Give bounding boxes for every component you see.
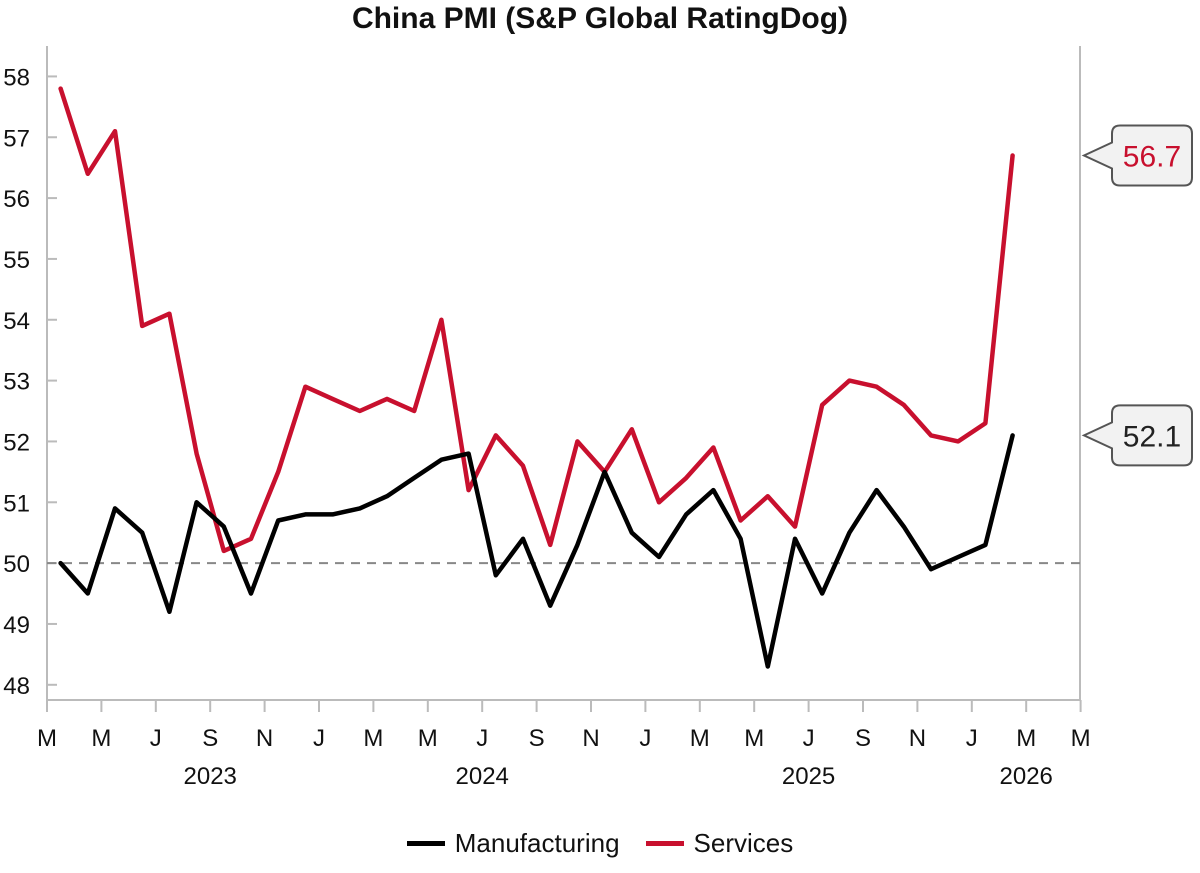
year-label: 2026 (1000, 763, 1053, 790)
series-line-services (58, 86, 1015, 554)
x-tick-label: J (966, 725, 978, 752)
x-tick-label: M (1016, 725, 1036, 752)
legend: Manufacturing Services (0, 828, 1200, 859)
y-tick-label: 52 (3, 429, 30, 456)
series-line-manufacturing (58, 433, 1015, 669)
x-tick-label: M (91, 725, 111, 752)
x-tick-label: M (690, 725, 710, 752)
x-tick-label: J (476, 725, 488, 752)
callout-label-manufacturing: 52.1 (1123, 420, 1181, 453)
legend-swatch-services (645, 841, 684, 846)
legend-item-services[interactable]: Services (645, 828, 794, 859)
y-tick-label: 55 (3, 247, 30, 274)
y-tick-label: 53 (3, 369, 30, 396)
x-tick-label: N (256, 725, 273, 752)
year-label: 2023 (184, 763, 237, 790)
x-tick-label: M (418, 725, 438, 752)
x-tick-label: J (803, 725, 815, 752)
x-tick-label: J (313, 725, 325, 752)
x-tick-label: S (202, 725, 218, 752)
x-tick-label: M (37, 725, 57, 752)
legend-swatch-manufacturing (406, 841, 445, 846)
y-tick-label: 56 (3, 186, 30, 213)
x-tick-label: M (363, 725, 383, 752)
x-tick-label: S (529, 725, 545, 752)
x-tick-label: N (582, 725, 599, 752)
legend-label-manufacturing: Manufacturing (454, 828, 620, 858)
y-tick-label: 54 (3, 308, 30, 335)
legend-item-manufacturing[interactable]: Manufacturing (406, 828, 620, 859)
legend-label-services: Services (693, 828, 794, 858)
x-tick-label: S (855, 725, 871, 752)
callout-box-services (1081, 124, 1193, 187)
y-tick-label: 49 (3, 612, 30, 639)
y-tick-label: 48 (3, 673, 30, 700)
x-tick-label: M (1071, 725, 1091, 752)
callout-label-services: 56.7 (1123, 141, 1181, 174)
x-tick-label: M (744, 725, 764, 752)
y-tick-label: 50 (3, 551, 30, 578)
x-tick-label: J (150, 725, 162, 752)
year-label: 2024 (456, 763, 509, 790)
chart-title: China PMI (S&P Global RatingDog) (351, 2, 849, 35)
x-tick-label: N (909, 725, 926, 752)
x-tick-label: J (639, 725, 651, 752)
y-tick-label: 58 (3, 64, 30, 91)
year-label: 2025 (782, 763, 835, 790)
y-tick-label: 57 (3, 125, 30, 152)
y-tick-label: 51 (3, 490, 30, 517)
callout-box-manufacturing (1081, 404, 1193, 467)
